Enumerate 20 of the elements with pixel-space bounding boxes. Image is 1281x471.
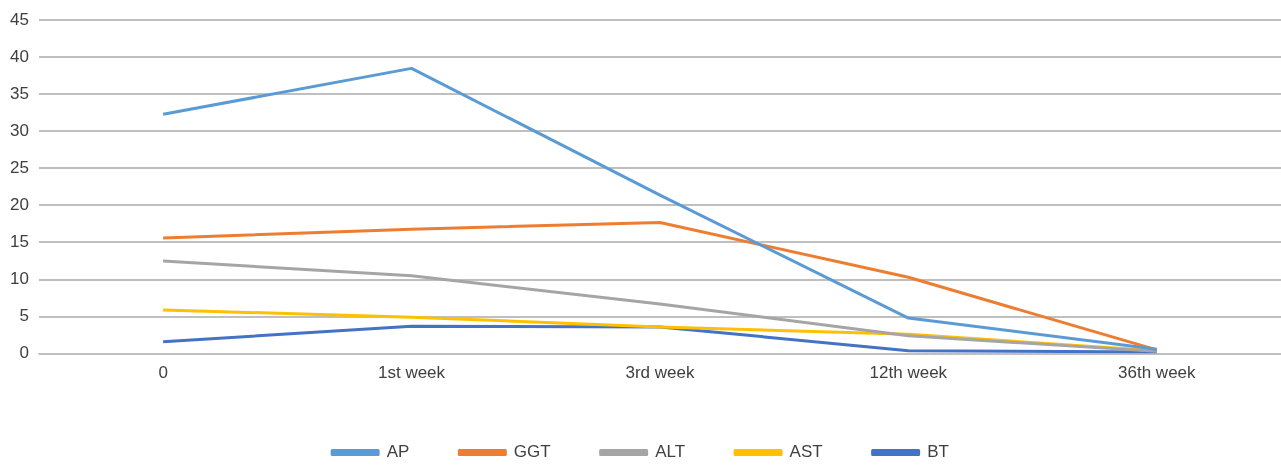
y-tick-label: 45: [9, 9, 29, 29]
y-tick-label: 10: [9, 269, 29, 289]
y-tick-label: 0: [19, 343, 29, 363]
x-tick-label: 36th week: [1118, 363, 1197, 383]
legend-label: GGT: [513, 442, 551, 462]
y-tick-label: 40: [9, 46, 29, 66]
x-tick-label: 12th week: [869, 363, 948, 383]
legend-label: ALT: [655, 442, 686, 462]
y-tick-label: 20: [9, 195, 29, 215]
x-tick-label: 3rd week: [625, 363, 695, 383]
y-tick-label: 15: [9, 232, 29, 252]
y-tick-label: 35: [9, 83, 29, 103]
legend-label: BT: [927, 442, 949, 462]
y-tick-label: 25: [9, 158, 29, 178]
x-tick-label: 0: [158, 363, 168, 383]
legend-label: AST: [789, 442, 823, 462]
y-tick-label: 30: [9, 121, 29, 141]
y-tick-label: 5: [19, 306, 29, 326]
x-tick-label: 1st week: [377, 363, 446, 383]
legend-label: AP: [386, 442, 410, 462]
